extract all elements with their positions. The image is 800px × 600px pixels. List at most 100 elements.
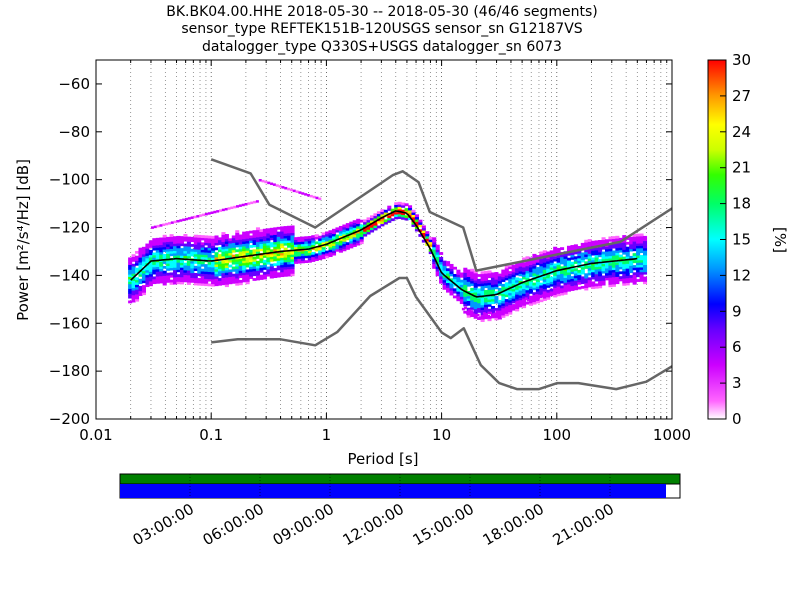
heatmap-cell: [421, 232, 426, 236]
heatmap-cell: [466, 281, 471, 285]
heatmap-cell: [148, 280, 153, 284]
heatmap-cell: [594, 240, 599, 244]
heatmap-cell: [224, 277, 229, 280]
heatmap-cell: [584, 251, 589, 255]
heatmap-cell: [155, 247, 160, 251]
heatmap-cell: [518, 271, 523, 274]
heatmap-cell: [269, 244, 274, 248]
heatmap-cell: [328, 232, 333, 236]
heatmap-cell: [252, 251, 257, 255]
heatmap-cell: [186, 243, 191, 247]
heatmap-cell: [193, 256, 198, 260]
heatmap-cell: [138, 252, 143, 256]
heatmap-cell: [173, 276, 178, 280]
heatmap-cell: [511, 271, 516, 275]
heatmap-cell: [570, 268, 575, 272]
heatmap-cell: [297, 236, 302, 240]
heatmap-cell: [259, 277, 264, 280]
heatmap-cell: [228, 247, 233, 251]
heatmap-cell: [293, 261, 299, 264]
heatmap-cell: [525, 256, 530, 260]
heatmap-cell: [338, 225, 343, 229]
heatmap-cell: [556, 267, 561, 270]
heatmap-cell: [539, 295, 543, 299]
heatmap-cell: [273, 234, 278, 238]
heatmap-cell: [639, 267, 644, 270]
heatmap-cell: [584, 285, 589, 289]
heatmap-cell: [494, 276, 499, 280]
heatmap-cell: [442, 267, 447, 271]
heatmap-cell: [259, 265, 264, 268]
heatmap-cell: [608, 248, 613, 252]
heatmap-cell: [131, 290, 136, 293]
heatmap-cell: [525, 294, 530, 298]
heatmap-cell: [207, 252, 212, 256]
heatmap-cell: [245, 250, 250, 254]
heatmap-cell: [255, 229, 261, 233]
heatmap-cell: [584, 280, 589, 284]
heatmap-cell: [522, 302, 526, 305]
heatmap-cell: [141, 254, 146, 257]
heatmap-cell: [231, 261, 236, 265]
heatmap-cell: [432, 258, 437, 262]
heatmap-cell: [190, 260, 195, 264]
heatmap-cell: [179, 243, 185, 247]
heatmap-cell: [508, 304, 513, 308]
heatmap-cell: [152, 264, 157, 268]
heatmap-cell: [632, 281, 637, 285]
heatmap-cell: [487, 284, 492, 288]
heatmap-cell: [515, 265, 520, 269]
heatmap-cell: [145, 267, 150, 271]
heatmap-cell: [166, 265, 171, 269]
heatmap-cell: [173, 274, 178, 278]
heatmap-cell: [604, 275, 610, 278]
heatmap-cell: [231, 259, 236, 263]
heatmap-cell: [584, 266, 589, 269]
heatmap-cell: [528, 288, 534, 292]
heatmap-cell: [452, 295, 457, 299]
mode-line: [130, 210, 638, 298]
heatmap-cell: [425, 231, 430, 234]
heatmap-cell: [128, 288, 133, 292]
heatmap-cell: [532, 301, 537, 305]
heatmap-cell: [290, 247, 295, 250]
heatmap-cell: [477, 283, 482, 287]
heatmap-cell: [321, 246, 326, 250]
heatmap-cell: [573, 282, 578, 286]
heatmap-cell: [176, 247, 181, 251]
heatmap-cell: [452, 278, 457, 282]
heatmap-cell: [584, 273, 589, 277]
heatmap-cell: [182, 218, 186, 222]
heatmap-cell: [604, 239, 610, 243]
heatmap-cell: [162, 256, 167, 260]
timeline-tick-label: 18:00:00: [480, 500, 547, 549]
heatmap-cell: [414, 216, 419, 220]
heatmap-cell: [535, 267, 540, 270]
heatmap-cell: [183, 274, 188, 278]
heatmap-cell: [625, 277, 630, 281]
heatmap-cell: [511, 269, 516, 273]
heatmap-cell: [221, 275, 226, 278]
heatmap-cell: [542, 267, 547, 270]
heatmap-cell: [293, 239, 299, 243]
heatmap-cell: [549, 267, 554, 270]
heatmap-cell: [525, 263, 530, 267]
heatmap-cell: [217, 280, 223, 284]
heatmap-cell: [532, 277, 537, 281]
heatmap-cell: [314, 253, 319, 257]
heatmap-cell: [193, 282, 198, 286]
heatmap-cell: [304, 250, 309, 254]
heatmap-cell: [480, 309, 485, 313]
heatmap-cell: [622, 256, 627, 260]
heatmap-cell: [629, 279, 634, 283]
heatmap-cell: [584, 278, 589, 281]
heatmap-cell: [487, 289, 492, 293]
heatmap-cell: [315, 196, 319, 200]
heatmap-cell: [287, 266, 292, 270]
heatmap-cell: [242, 245, 247, 249]
heatmap-cell: [466, 314, 471, 318]
heatmap-cell: [169, 253, 174, 257]
heatmap-cell: [636, 243, 641, 247]
heatmap-cell: [477, 281, 482, 285]
heatmap-cell: [211, 255, 216, 258]
